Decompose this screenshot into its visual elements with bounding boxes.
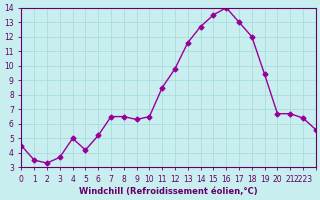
X-axis label: Windchill (Refroidissement éolien,°C): Windchill (Refroidissement éolien,°C) <box>79 187 258 196</box>
